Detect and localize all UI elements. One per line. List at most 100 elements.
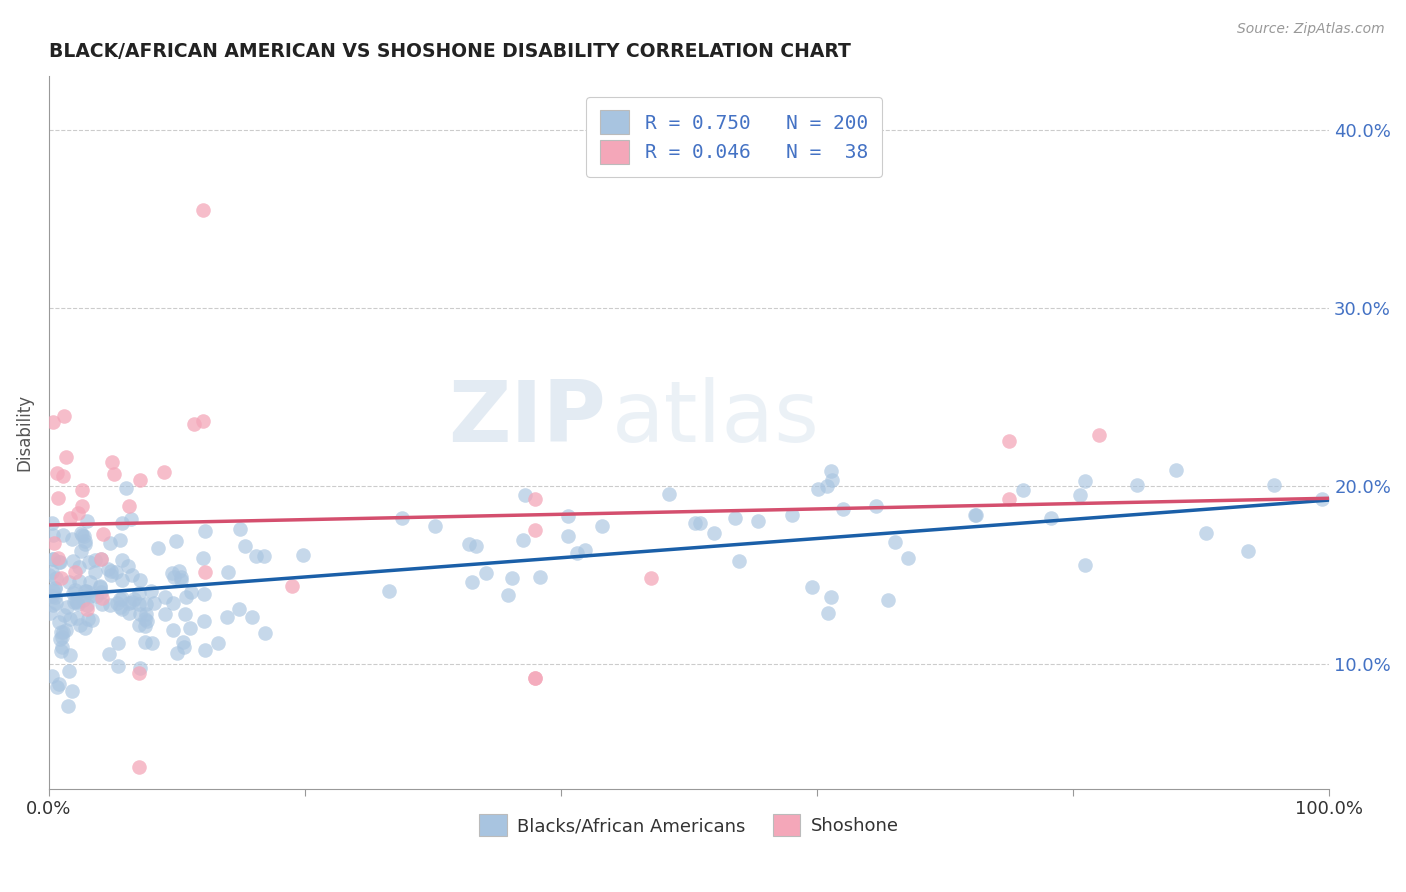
- Point: [84, 566, 107, 580]
- Point: [194, 642, 217, 657]
- Point: [877, 592, 900, 607]
- Point: [98, 598, 121, 612]
- Point: [1263, 477, 1285, 491]
- Point: [63, 595, 86, 609]
- Point: [128, 618, 150, 632]
- Point: [191, 551, 214, 566]
- Point: [1088, 427, 1111, 442]
- Point: [253, 549, 276, 564]
- Point: [59, 510, 82, 524]
- Point: [41, 551, 63, 566]
- Point: [215, 610, 238, 624]
- Point: [1011, 483, 1033, 497]
- Point: [524, 524, 547, 538]
- Point: [41, 565, 63, 579]
- Point: [58, 574, 80, 589]
- Point: [108, 592, 131, 607]
- Point: [100, 565, 122, 579]
- Point: [865, 500, 887, 514]
- Point: [153, 607, 176, 621]
- Point: [524, 671, 547, 685]
- Point: [67, 597, 90, 611]
- Point: [121, 595, 143, 609]
- Point: [66, 595, 89, 609]
- Point: [121, 568, 143, 582]
- Point: [148, 541, 170, 555]
- Point: [89, 579, 111, 593]
- Point: [46, 491, 69, 506]
- Point: [292, 548, 315, 562]
- Point: [166, 646, 188, 660]
- Point: [141, 583, 163, 598]
- Point: [128, 597, 150, 611]
- Point: [228, 602, 250, 616]
- Point: [76, 514, 98, 528]
- Point: [103, 467, 125, 481]
- Point: [44, 590, 66, 604]
- Point: [124, 592, 146, 607]
- Point: [780, 508, 803, 522]
- Point: [689, 516, 711, 530]
- Point: [118, 606, 141, 620]
- Point: [44, 581, 66, 595]
- Point: [79, 589, 101, 603]
- Point: [76, 585, 98, 599]
- Point: [41, 516, 63, 530]
- Point: [107, 636, 129, 650]
- Point: [228, 522, 250, 536]
- Point: [67, 574, 90, 588]
- Point: [67, 559, 90, 574]
- Point: [77, 555, 100, 569]
- Point: [461, 575, 484, 590]
- Point: [69, 543, 91, 558]
- Point: [79, 574, 101, 589]
- Point: [153, 590, 176, 604]
- Point: [194, 524, 217, 538]
- Point: [821, 473, 844, 487]
- Point: [97, 562, 120, 576]
- Point: [100, 535, 122, 549]
- Point: [75, 584, 97, 599]
- Point: [193, 614, 215, 628]
- Point: [52, 528, 75, 542]
- Point: [998, 434, 1021, 449]
- Text: BLACK/AFRICAN AMERICAN VS SHOSHONE DISABILITY CORRELATION CHART: BLACK/AFRICAN AMERICAN VS SHOSHONE DISAB…: [49, 42, 851, 61]
- Point: [72, 528, 94, 542]
- Point: [120, 512, 142, 526]
- Point: [128, 760, 150, 774]
- Point: [49, 624, 72, 639]
- Point: [281, 579, 304, 593]
- Point: [65, 593, 87, 607]
- Point: [475, 566, 498, 580]
- Point: [557, 509, 579, 524]
- Point: [1312, 492, 1334, 507]
- Point: [52, 469, 75, 483]
- Point: [747, 514, 769, 528]
- Point: [724, 510, 747, 524]
- Point: [42, 536, 65, 550]
- Point: [73, 529, 96, 543]
- Point: [170, 570, 193, 584]
- Point: [63, 582, 86, 597]
- Point: [42, 552, 65, 566]
- Point: [90, 551, 112, 566]
- Point: [465, 539, 488, 553]
- Point: [817, 606, 839, 620]
- Point: [235, 539, 257, 553]
- Point: [128, 586, 150, 600]
- Point: [965, 508, 987, 522]
- Point: [1039, 511, 1062, 525]
- Point: [48, 615, 70, 629]
- Point: [52, 625, 75, 640]
- Point: [76, 601, 98, 615]
- Point: [49, 632, 72, 646]
- Y-axis label: Disability: Disability: [15, 393, 32, 471]
- Point: [84, 589, 107, 603]
- Point: [501, 571, 523, 585]
- Point: [807, 482, 830, 496]
- Point: [101, 455, 124, 469]
- Point: [89, 580, 111, 594]
- Point: [135, 607, 157, 622]
- Text: Source: ZipAtlas.com: Source: ZipAtlas.com: [1237, 22, 1385, 37]
- Point: [55, 450, 77, 464]
